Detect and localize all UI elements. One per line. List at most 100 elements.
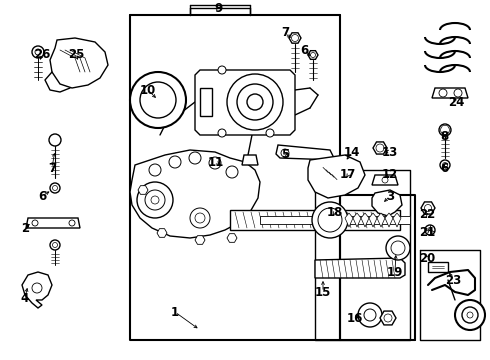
- Circle shape: [32, 46, 44, 58]
- Circle shape: [227, 74, 283, 130]
- Text: 1: 1: [171, 306, 179, 319]
- Polygon shape: [377, 213, 385, 227]
- Circle shape: [209, 157, 221, 169]
- Text: 2: 2: [21, 221, 29, 234]
- Circle shape: [467, 312, 473, 318]
- Circle shape: [364, 309, 376, 321]
- Text: 12: 12: [382, 167, 398, 180]
- Text: 10: 10: [140, 84, 156, 96]
- Polygon shape: [432, 88, 468, 98]
- Circle shape: [226, 166, 238, 178]
- Polygon shape: [276, 145, 335, 160]
- Text: 3: 3: [386, 189, 394, 202]
- Circle shape: [384, 314, 392, 322]
- Circle shape: [218, 66, 226, 74]
- Polygon shape: [200, 88, 212, 116]
- Circle shape: [237, 84, 273, 120]
- Circle shape: [312, 202, 348, 238]
- Circle shape: [190, 208, 210, 228]
- Text: 6: 6: [440, 162, 448, 175]
- Circle shape: [69, 220, 75, 226]
- Circle shape: [424, 204, 432, 211]
- Circle shape: [195, 213, 205, 223]
- Circle shape: [130, 72, 186, 128]
- Circle shape: [386, 236, 410, 260]
- Circle shape: [318, 208, 342, 232]
- Polygon shape: [230, 210, 400, 230]
- Text: 5: 5: [281, 148, 289, 162]
- Circle shape: [376, 144, 384, 152]
- Circle shape: [439, 124, 451, 136]
- Polygon shape: [260, 216, 410, 224]
- Circle shape: [292, 35, 298, 41]
- Polygon shape: [157, 229, 167, 237]
- Polygon shape: [308, 155, 365, 198]
- Polygon shape: [380, 311, 396, 325]
- Polygon shape: [50, 38, 108, 88]
- Circle shape: [358, 303, 382, 327]
- Circle shape: [140, 82, 176, 118]
- Circle shape: [382, 177, 388, 183]
- Circle shape: [462, 307, 478, 323]
- Text: 6: 6: [300, 44, 308, 57]
- Circle shape: [169, 156, 181, 168]
- Polygon shape: [242, 155, 258, 165]
- Polygon shape: [428, 262, 448, 272]
- Text: 19: 19: [387, 266, 403, 279]
- Text: 25: 25: [68, 49, 84, 62]
- Circle shape: [266, 129, 274, 137]
- Circle shape: [247, 94, 263, 110]
- Circle shape: [49, 134, 61, 146]
- Polygon shape: [308, 51, 318, 59]
- Circle shape: [32, 220, 38, 226]
- Text: 18: 18: [327, 206, 343, 219]
- Circle shape: [151, 196, 159, 204]
- Circle shape: [35, 49, 41, 55]
- Text: 23: 23: [445, 274, 461, 287]
- Text: 15: 15: [315, 285, 331, 298]
- Text: 16: 16: [347, 311, 363, 324]
- Circle shape: [454, 89, 462, 97]
- Circle shape: [137, 182, 173, 218]
- Circle shape: [311, 53, 316, 58]
- Text: 20: 20: [419, 252, 435, 265]
- Circle shape: [425, 225, 435, 235]
- Circle shape: [189, 152, 201, 164]
- Text: 14: 14: [344, 145, 360, 158]
- Polygon shape: [289, 33, 301, 43]
- Text: 13: 13: [382, 145, 398, 158]
- Polygon shape: [369, 213, 377, 227]
- Text: 9: 9: [214, 1, 222, 14]
- Polygon shape: [315, 258, 405, 278]
- Polygon shape: [421, 202, 435, 214]
- Circle shape: [440, 160, 450, 170]
- Text: 7: 7: [281, 27, 289, 40]
- Circle shape: [442, 162, 447, 167]
- Text: 26: 26: [34, 49, 50, 62]
- Polygon shape: [227, 234, 237, 242]
- Polygon shape: [195, 236, 205, 244]
- Circle shape: [281, 149, 289, 157]
- Text: 7: 7: [48, 162, 56, 175]
- Text: 4: 4: [21, 292, 29, 305]
- Polygon shape: [345, 213, 353, 227]
- Polygon shape: [361, 213, 369, 227]
- Circle shape: [50, 240, 60, 250]
- Text: 11: 11: [208, 156, 224, 168]
- Polygon shape: [372, 190, 402, 216]
- Circle shape: [52, 243, 57, 248]
- Circle shape: [145, 190, 165, 210]
- Polygon shape: [353, 213, 361, 227]
- Polygon shape: [385, 213, 393, 227]
- Polygon shape: [26, 218, 80, 228]
- Circle shape: [439, 89, 447, 97]
- Circle shape: [218, 129, 226, 137]
- Text: 22: 22: [419, 207, 435, 220]
- Text: 17: 17: [340, 168, 356, 181]
- Circle shape: [50, 183, 60, 193]
- Polygon shape: [373, 142, 387, 154]
- Polygon shape: [393, 213, 401, 227]
- Polygon shape: [138, 186, 148, 194]
- Polygon shape: [440, 126, 450, 134]
- Circle shape: [32, 283, 42, 293]
